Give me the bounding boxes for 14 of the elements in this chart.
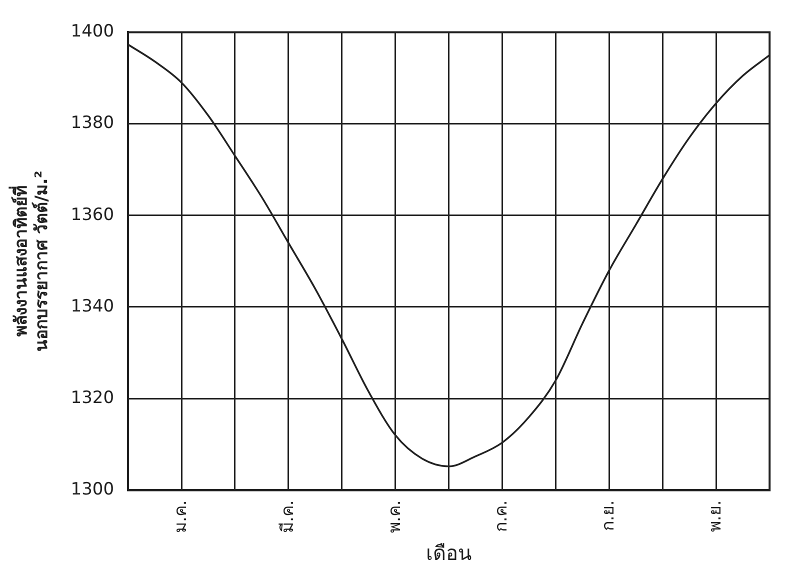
y-axis-title: พลังงานแสงอาทิตย์ที่ นอกบรรยากาศ วัตต์/ม.² bbox=[8, 170, 52, 352]
x-tick-label: พ.ย. bbox=[706, 500, 726, 532]
y-tick-label: 1320 bbox=[70, 388, 114, 408]
y-tick-label: 1380 bbox=[70, 113, 114, 134]
x-tick-label: พ.ค. bbox=[384, 500, 405, 534]
x-tick-label: ก.ย. bbox=[598, 500, 619, 532]
y-tick-label: 1300 bbox=[70, 480, 114, 500]
y-tick-label: 1360 bbox=[70, 204, 114, 225]
x-axis-title: เดือน bbox=[426, 541, 472, 566]
y-tick-label: 1400 bbox=[70, 22, 114, 42]
y-tick-label: 1340 bbox=[70, 296, 114, 316]
x-tick-label: ก.ค. bbox=[492, 500, 512, 532]
x-tick-label: ม.ค. bbox=[170, 500, 191, 534]
x-tick-label: มี.ค. bbox=[278, 500, 298, 534]
